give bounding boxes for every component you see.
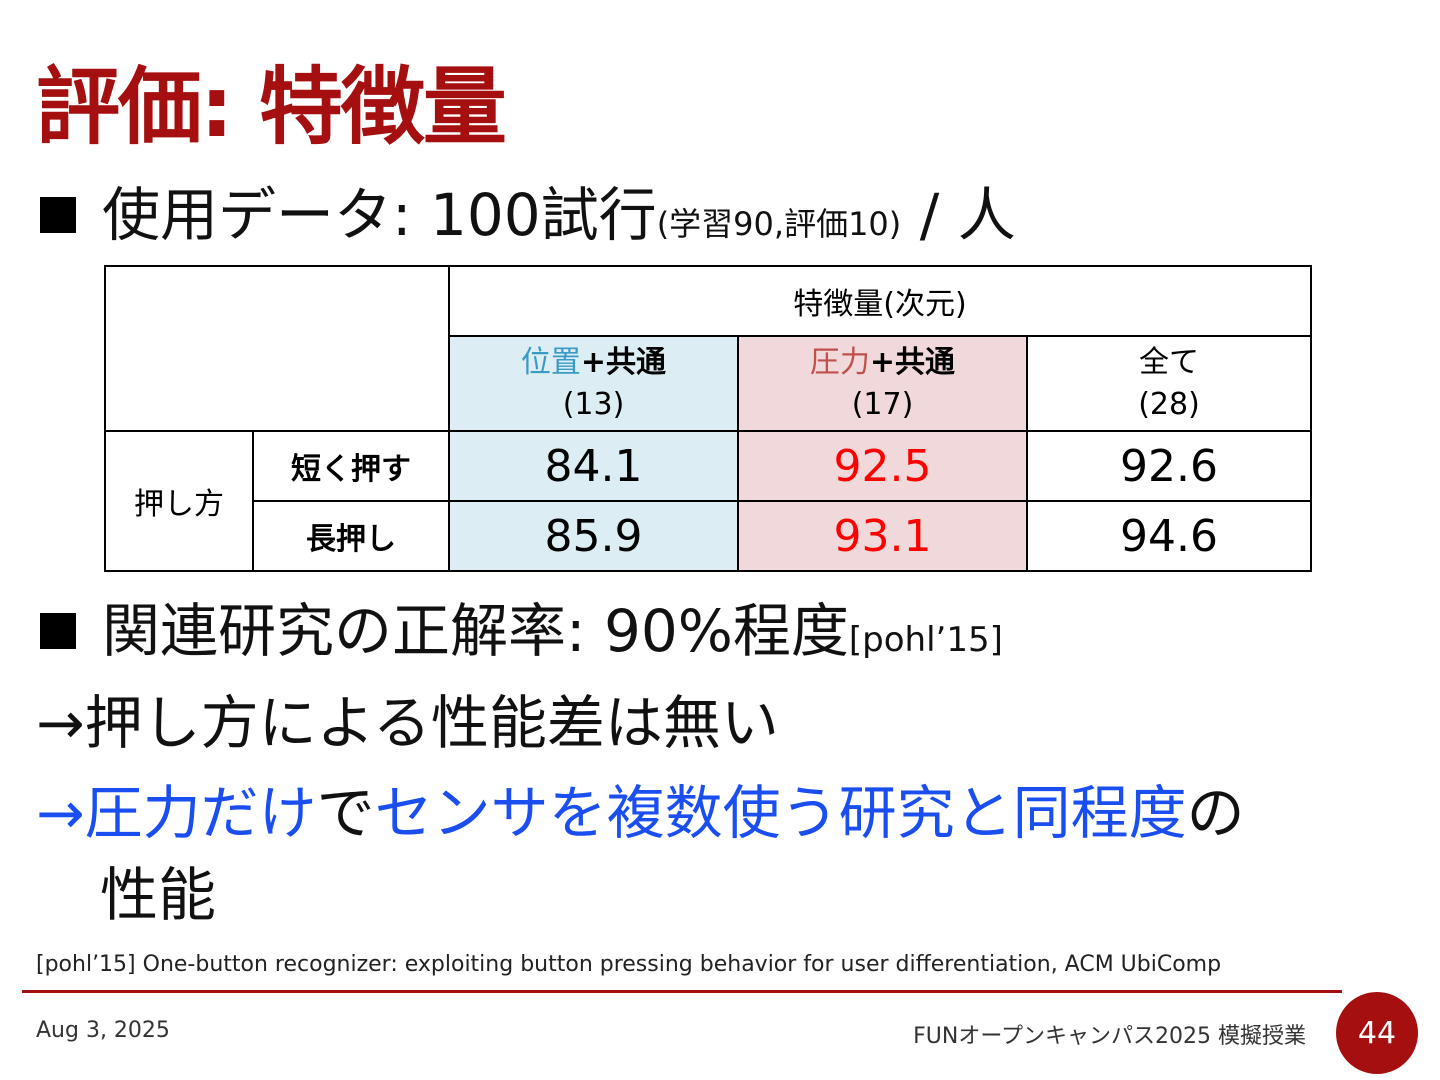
bullet-subtext: (学習90,評価10) [656, 205, 902, 243]
square-bullet-icon [40, 196, 76, 233]
column-dimension: (13) [562, 386, 625, 422]
page-number-badge: 44 [1336, 992, 1418, 1074]
column-header-pressure: 圧力+共通 (17) [737, 335, 1028, 432]
cell-value: 92.5 [737, 430, 1028, 502]
conclusion-part: の [1186, 779, 1245, 847]
conclusion-part: センサを複数使う研究と同程度 [374, 779, 1187, 847]
square-bullet-icon [40, 612, 76, 649]
table-row: 長押し 85.9 93.1 94.6 [105, 500, 1313, 572]
bullet-related-work: 関連研究の正解率: 90%程度[pohl’15] [40, 596, 1003, 675]
table-row: 押し方 短く押す 84.1 92.5 92.6 [104, 430, 1313, 572]
column-dimension: (17) [851, 386, 914, 422]
results-table: 特徴量(次元) 位置+共通 (13) 圧力+共通 (17) 全て (28) 押し… [104, 265, 1313, 572]
footer-divider [22, 990, 1342, 993]
column-label-colored: 圧力 [809, 344, 870, 380]
conclusion-part: で [316, 779, 375, 847]
citation-ref: [pohl’15] [848, 620, 1003, 660]
column-label-rest: +共通 [580, 344, 667, 380]
column-header-all: 全て (28) [1025, 335, 1313, 432]
cell-value: 92.6 [1025, 430, 1313, 502]
cell-value: 84.1 [448, 430, 739, 502]
column-header-position: 位置+共通 (13) [448, 335, 739, 432]
column-label-colored: 位置 [520, 344, 581, 380]
footnote-reference: [pohl’15] One-button recognizer: exploit… [36, 952, 1222, 977]
row-group-label: 押し方 [104, 430, 254, 572]
conclusion-line-1: →押し方による性能差は無い [36, 689, 779, 757]
row-label: 長押し [252, 500, 450, 572]
conclusion-part: →圧力だけ [36, 779, 317, 847]
footer-date: Aug 3, 2025 [36, 1018, 170, 1043]
bullet-text: 関連研究の正解率: 90%程度 [102, 597, 849, 665]
table-corner-cell [104, 265, 450, 432]
column-dimension: (28) [1138, 386, 1200, 422]
bullet-data-usage: 使用データ: 100試行(学習90,評価10) / 人 [40, 180, 1016, 259]
cell-value: 93.1 [737, 500, 1028, 572]
bullet-tail: / 人 [901, 181, 1016, 249]
column-label-rest: +共通 [869, 344, 956, 380]
cell-value: 94.6 [1025, 500, 1313, 572]
table-header-features: 特徴量(次元) [447, 265, 1313, 337]
bullet-text: 使用データ: 100試行 [102, 181, 657, 249]
column-label: 全て [1139, 344, 1199, 380]
conclusion-line-2: →圧力だけでセンサを複数使う研究と同程度の [36, 778, 1245, 848]
footer-event-title: FUNオープンキャンパス2025 模擬授業 [913, 1024, 1306, 1049]
slide-title: 評価: 特徴量 [36, 58, 507, 156]
row-label: 短く押す [252, 430, 450, 502]
cell-value: 85.9 [448, 500, 739, 572]
conclusion-line-3: 性能 [100, 861, 217, 929]
